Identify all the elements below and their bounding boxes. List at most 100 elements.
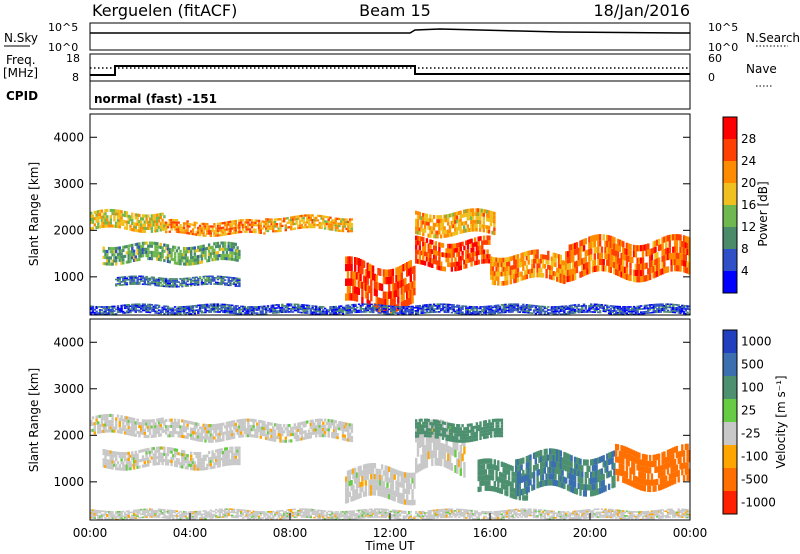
echo-cell [181, 449, 184, 453]
echo-cell [434, 255, 437, 260]
echo-cell [127, 247, 130, 251]
echo-cell [629, 244, 632, 251]
echo-cell [132, 222, 136, 226]
echo-cell [507, 306, 511, 309]
echo-cell [473, 227, 477, 232]
echo-cell [109, 429, 112, 433]
echo-cell [123, 220, 127, 224]
echo-cell [241, 308, 245, 311]
echo-cell [132, 252, 136, 256]
echo-cell [615, 250, 618, 257]
echo-cell [281, 224, 284, 228]
echo-cell [343, 309, 346, 312]
echo-cell [232, 227, 236, 230]
echo-cell [593, 247, 596, 254]
echo-cell [629, 312, 632, 314]
echo-cell [220, 233, 223, 237]
echo-cell [395, 282, 398, 290]
echo-cell [527, 260, 530, 265]
echo-cell [104, 306, 107, 308]
echo-cell [168, 219, 171, 222]
echo-cell [272, 429, 275, 433]
echo-cell [302, 304, 305, 306]
echo-cell [490, 305, 493, 307]
echo-cell [113, 310, 116, 312]
echo-cell [500, 308, 504, 311]
echo-cell [268, 437, 271, 441]
echo-cell [97, 222, 100, 226]
echo-cell [145, 451, 148, 455]
echo-cell [109, 208, 112, 212]
echo-cell [268, 422, 271, 426]
echo-cell [211, 225, 214, 228]
echo-cell [227, 424, 230, 428]
echo-cell [355, 287, 359, 295]
echo-cell [220, 231, 223, 234]
echo-cell [364, 283, 368, 292]
echo-cell [116, 283, 120, 285]
echo-cell [234, 231, 237, 234]
echo-cell [268, 431, 271, 435]
echo-cell [200, 429, 204, 433]
echo-cell [150, 278, 154, 280]
echo-cell [188, 420, 191, 424]
echo-cell [468, 257, 471, 263]
echo-cell [409, 282, 412, 290]
echo-cell [134, 303, 137, 306]
echo-cell [222, 280, 225, 283]
echo-cell [123, 304, 127, 306]
echo-cell [573, 305, 577, 308]
echo-cell [147, 447, 150, 451]
echo-cell [323, 222, 327, 225]
echo-cell [206, 225, 209, 228]
power-cbar-label: Power [dB] [756, 181, 770, 246]
echo-cell [154, 284, 157, 287]
echo-cell [154, 213, 157, 217]
echo-cell [97, 424, 100, 428]
echo-cell [434, 308, 437, 310]
echo-cell [236, 231, 239, 234]
echo-cell [361, 303, 364, 305]
echo-cell [197, 255, 200, 259]
echo-cell [486, 254, 489, 259]
echo-cell [634, 251, 637, 258]
echo-cell [618, 309, 621, 311]
echo-cell [604, 240, 607, 247]
echo-cell [413, 307, 416, 309]
echo-cell [261, 311, 264, 314]
echo-cell [473, 310, 477, 313]
echo-cell [647, 274, 650, 281]
echo-cell [652, 305, 655, 307]
echo-cell [118, 279, 121, 282]
echo-cell [152, 276, 155, 279]
echo-cell [306, 432, 309, 436]
echo-cell [409, 313, 412, 316]
echo-cell [470, 227, 473, 232]
echo-cell [429, 233, 432, 238]
echo-cell [132, 309, 136, 312]
echo-cell [436, 251, 439, 256]
echo-cell [393, 312, 396, 314]
echo-cell [345, 312, 348, 315]
echo-cell [104, 307, 107, 310]
echo-cell [441, 266, 445, 272]
echo-cell [673, 311, 677, 314]
echo-cell [209, 234, 212, 237]
echo-cell [541, 310, 545, 312]
echo-cell [447, 233, 450, 238]
echo-cell [313, 431, 316, 435]
echo-cell [193, 246, 196, 250]
echo-cell [397, 307, 400, 310]
echo-cell [532, 259, 536, 264]
echo-cell [184, 285, 187, 287]
echo-cell [202, 247, 205, 251]
echo-cell [134, 427, 137, 431]
echo-cell [209, 252, 212, 256]
echo-cell [170, 447, 173, 451]
echo-cell [159, 252, 162, 256]
echo-cell [159, 312, 162, 315]
echo-cell [143, 306, 146, 309]
echo-cell [322, 215, 325, 218]
echo-cell [200, 248, 204, 252]
